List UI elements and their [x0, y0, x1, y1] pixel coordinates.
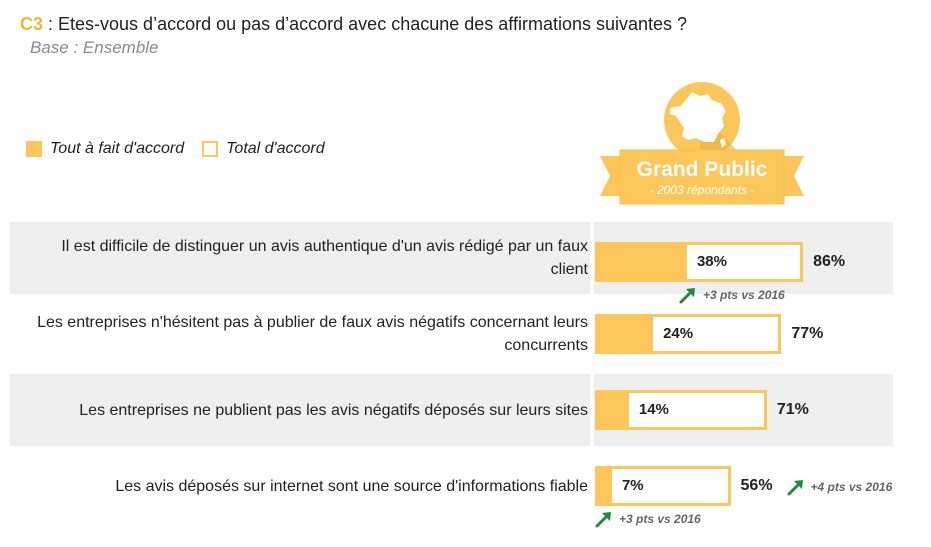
legend-item-full: Tout à fait d'accord — [26, 140, 184, 158]
up-arrow-icon — [679, 288, 695, 304]
legend-item-total: Total d'accord — [202, 140, 325, 158]
bar-fully-agree — [595, 390, 629, 430]
evolution-total: +4 pts vs 2016 — [787, 478, 893, 496]
chart-row: Les avis déposés sur internet sont une s… — [10, 450, 893, 528]
statement-label-line: Il est difficile de distinguer un avis a… — [61, 238, 588, 255]
statement-label-line: Les entreprises n'hésitent pas à publier… — [37, 314, 588, 331]
up-arrow-icon — [787, 480, 803, 496]
bar-fully-agree — [595, 466, 612, 506]
chart-row: Les entreprises n'hésitent pas à publier… — [10, 298, 893, 370]
statement-label-line: concurrents — [504, 337, 588, 354]
question-code: C3 — [20, 14, 44, 34]
up-arrow-icon — [595, 512, 611, 528]
bar-total-agree-value: 77% — [791, 325, 824, 342]
evolution-total-text: +4 pts vs 2016 — [810, 480, 893, 494]
evolution-full-text: +3 pts vs 2016 — [619, 512, 701, 526]
statement-label: Il est difficile de distinguer un avis a… — [10, 235, 588, 281]
grand-public-badge: Grand Public - 2003 répondants - — [596, 78, 808, 210]
question-text: : Etes-vous d’accord ou pas d’accord ave… — [43, 14, 688, 34]
legend-swatch-full — [26, 141, 42, 157]
row-separator — [590, 222, 594, 294]
bar-fully-agree — [595, 314, 654, 354]
evolution-full-text: +3 pts vs 2016 — [703, 288, 785, 302]
evolution-full: +3 pts vs 2016 — [679, 286, 785, 304]
statement-label-line: client — [550, 261, 588, 278]
statement-label: Les entreprises n'hésitent pas à publier… — [10, 311, 588, 357]
bar-total-agree-value: 71% — [776, 401, 809, 418]
statement-label-line: Les entreprises ne publient pas les avis… — [79, 402, 588, 419]
statement-label: Les entreprises ne publient pas les avis… — [10, 399, 588, 422]
evolution-full: +3 pts vs 2016 — [595, 510, 701, 528]
legend-label-full: Tout à fait d'accord — [50, 140, 185, 157]
bar-total-agree-value: 56% — [740, 477, 773, 494]
bar-fully-agree — [595, 242, 687, 282]
france-map-icon — [670, 92, 726, 148]
question-title: C3 : Etes-vous d’accord ou pas d’accord … — [20, 14, 687, 35]
statement-label-line: Les avis déposés sur internet sont une s… — [115, 478, 588, 495]
chart-row: Les entreprises ne publient pas les avis… — [10, 374, 893, 446]
statement-label: Les avis déposés sur internet sont une s… — [10, 475, 588, 498]
bar-fully-agree-value: 14% — [638, 401, 669, 418]
legend: Tout à fait d'accord Total d'accord — [26, 140, 343, 158]
row-separator — [590, 374, 594, 446]
bar-total-agree — [595, 466, 731, 506]
bar-fully-agree-value: 38% — [696, 253, 727, 270]
legend-label-total: Total d'accord — [226, 140, 325, 157]
badge-subtitle: - 2003 répondants - — [649, 183, 755, 197]
legend-swatch-total — [202, 141, 219, 157]
badge-ribbon-graphic — [600, 82, 804, 205]
bar-fully-agree-value: 24% — [663, 325, 694, 342]
bar-fully-agree-value: 7% — [621, 477, 644, 494]
badge-title: Grand Public — [636, 158, 768, 181]
chart-row: Il est difficile de distinguer un avis a… — [10, 222, 893, 304]
base-subtitle: Base : Ensemble — [30, 38, 159, 57]
bar-total-agree-value: 86% — [813, 253, 846, 270]
